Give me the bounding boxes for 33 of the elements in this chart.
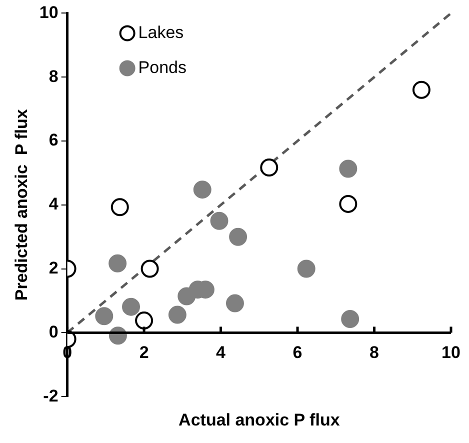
y-tick-label: 6	[48, 130, 58, 150]
point	[412, 80, 430, 99]
point	[297, 260, 316, 278]
x-tick-label: 2	[139, 342, 149, 362]
point	[339, 194, 358, 213]
point	[140, 260, 159, 278]
x-tick-label: 4	[216, 342, 226, 362]
x-tick-label: 6	[292, 342, 302, 362]
y-tick-label: 10	[39, 2, 58, 22]
x-axis-title: Actual anoxic P flux	[178, 410, 340, 430]
y-tick-label: 4	[48, 194, 59, 214]
point	[122, 298, 140, 316]
y-tick-label: 8	[48, 66, 58, 86]
point	[210, 212, 228, 230]
point	[95, 307, 114, 326]
x-tick-label: 10	[442, 342, 460, 362]
y-tick-label: 0	[48, 322, 58, 342]
point	[135, 312, 154, 330]
point	[341, 310, 360, 328]
y-axis-title: Predicted anoxic P flux	[12, 108, 31, 301]
y-tick-label: -2	[43, 386, 58, 406]
point	[108, 254, 127, 272]
legend-label: Lakes	[138, 22, 184, 42]
point	[168, 306, 186, 324]
legend-label: Ponds	[138, 58, 187, 77]
y-tick-label: 2	[48, 258, 58, 278]
point	[229, 228, 248, 246]
point	[260, 158, 278, 177]
point	[339, 160, 358, 178]
point	[226, 294, 244, 312]
point	[110, 198, 129, 216]
point	[193, 180, 212, 199]
x-tick-label: 8	[370, 342, 379, 362]
